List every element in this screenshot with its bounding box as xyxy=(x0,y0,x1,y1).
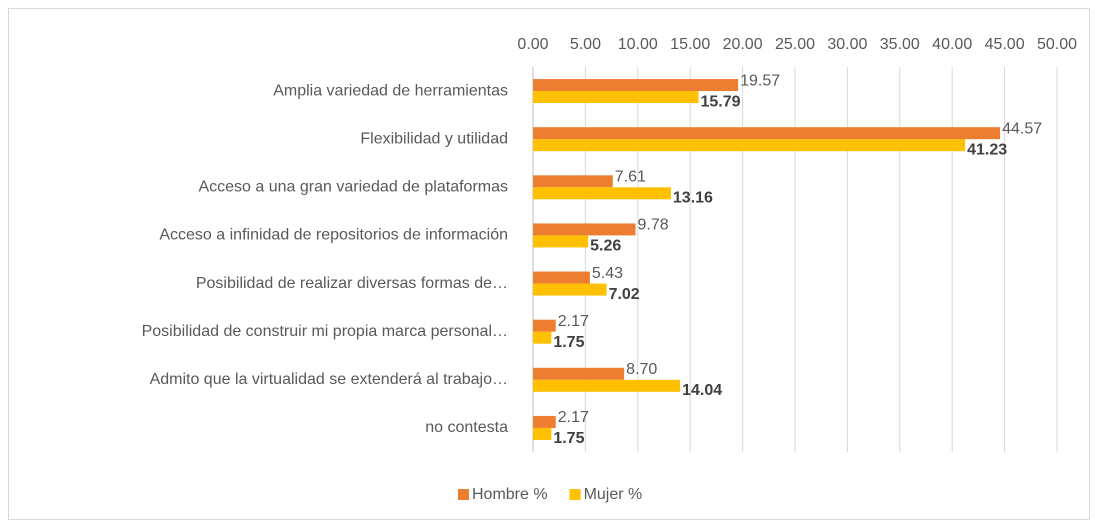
y-tick-label: no contesta xyxy=(425,419,508,436)
data-label: 44.57 xyxy=(1002,120,1042,137)
data-label: 7.61 xyxy=(615,169,646,186)
x-tick-label: 15.00 xyxy=(670,36,710,53)
x-tick-label: 10.00 xyxy=(618,36,658,53)
data-label: 9.78 xyxy=(637,217,668,234)
bar xyxy=(533,223,636,236)
bar xyxy=(533,187,671,200)
bar xyxy=(533,319,556,332)
data-label: 2.17 xyxy=(558,313,589,330)
bar xyxy=(533,283,607,296)
bar xyxy=(533,139,966,152)
legend-label: Hombre % xyxy=(472,486,548,503)
x-tick-label: 45.00 xyxy=(985,36,1025,53)
bar xyxy=(533,427,552,440)
bar xyxy=(533,271,590,284)
data-label: 5.26 xyxy=(590,238,621,255)
data-label: 19.57 xyxy=(740,72,780,89)
y-tick-label: Flexibilidad y utilidad xyxy=(360,130,508,147)
y-tick-label: Amplia variedad de herramientas xyxy=(273,82,508,99)
data-label: 7.02 xyxy=(609,286,640,303)
bar xyxy=(533,127,1001,140)
bar xyxy=(533,379,681,392)
data-label: 41.23 xyxy=(967,141,1007,158)
x-tick-label: 40.00 xyxy=(932,36,972,53)
bar xyxy=(533,367,625,380)
legend-swatch xyxy=(569,489,581,500)
x-tick-label: 35.00 xyxy=(880,36,920,53)
data-label: 1.75 xyxy=(553,430,584,447)
bar xyxy=(533,175,613,188)
bar xyxy=(533,331,552,344)
x-tick-label: 50.00 xyxy=(1037,36,1077,53)
data-label: 2.17 xyxy=(558,409,589,426)
legend-label: Mujer % xyxy=(584,486,643,503)
data-label: 5.43 xyxy=(592,265,623,282)
y-tick-label: Posibilidad de realizar diversas formas … xyxy=(196,275,508,292)
data-label: 15.79 xyxy=(700,93,740,110)
y-tick-label: Posibilidad de construir mi propia marca… xyxy=(142,323,508,340)
x-tick-label: 25.00 xyxy=(775,36,815,53)
bar xyxy=(533,415,556,428)
x-tick-label: 30.00 xyxy=(827,36,867,53)
y-tick-label: Acceso a una gran variedad de plataforma… xyxy=(198,179,508,196)
bar xyxy=(533,235,589,248)
bar xyxy=(533,91,699,104)
data-label: 14.04 xyxy=(682,382,722,399)
bar xyxy=(533,79,739,92)
x-tick-label: 5.00 xyxy=(570,36,601,53)
data-label: 13.16 xyxy=(673,190,713,207)
y-tick-label: Acceso a infinidad de repositorios de in… xyxy=(159,227,508,244)
legend-swatch xyxy=(458,489,469,500)
data-label: 1.75 xyxy=(553,334,584,351)
x-tick-label: 0.00 xyxy=(517,36,548,53)
y-tick-label: Admito que la virtualidad se extenderá a… xyxy=(150,371,508,388)
data-label: 8.70 xyxy=(626,361,657,378)
x-tick-label: 20.00 xyxy=(723,36,763,53)
